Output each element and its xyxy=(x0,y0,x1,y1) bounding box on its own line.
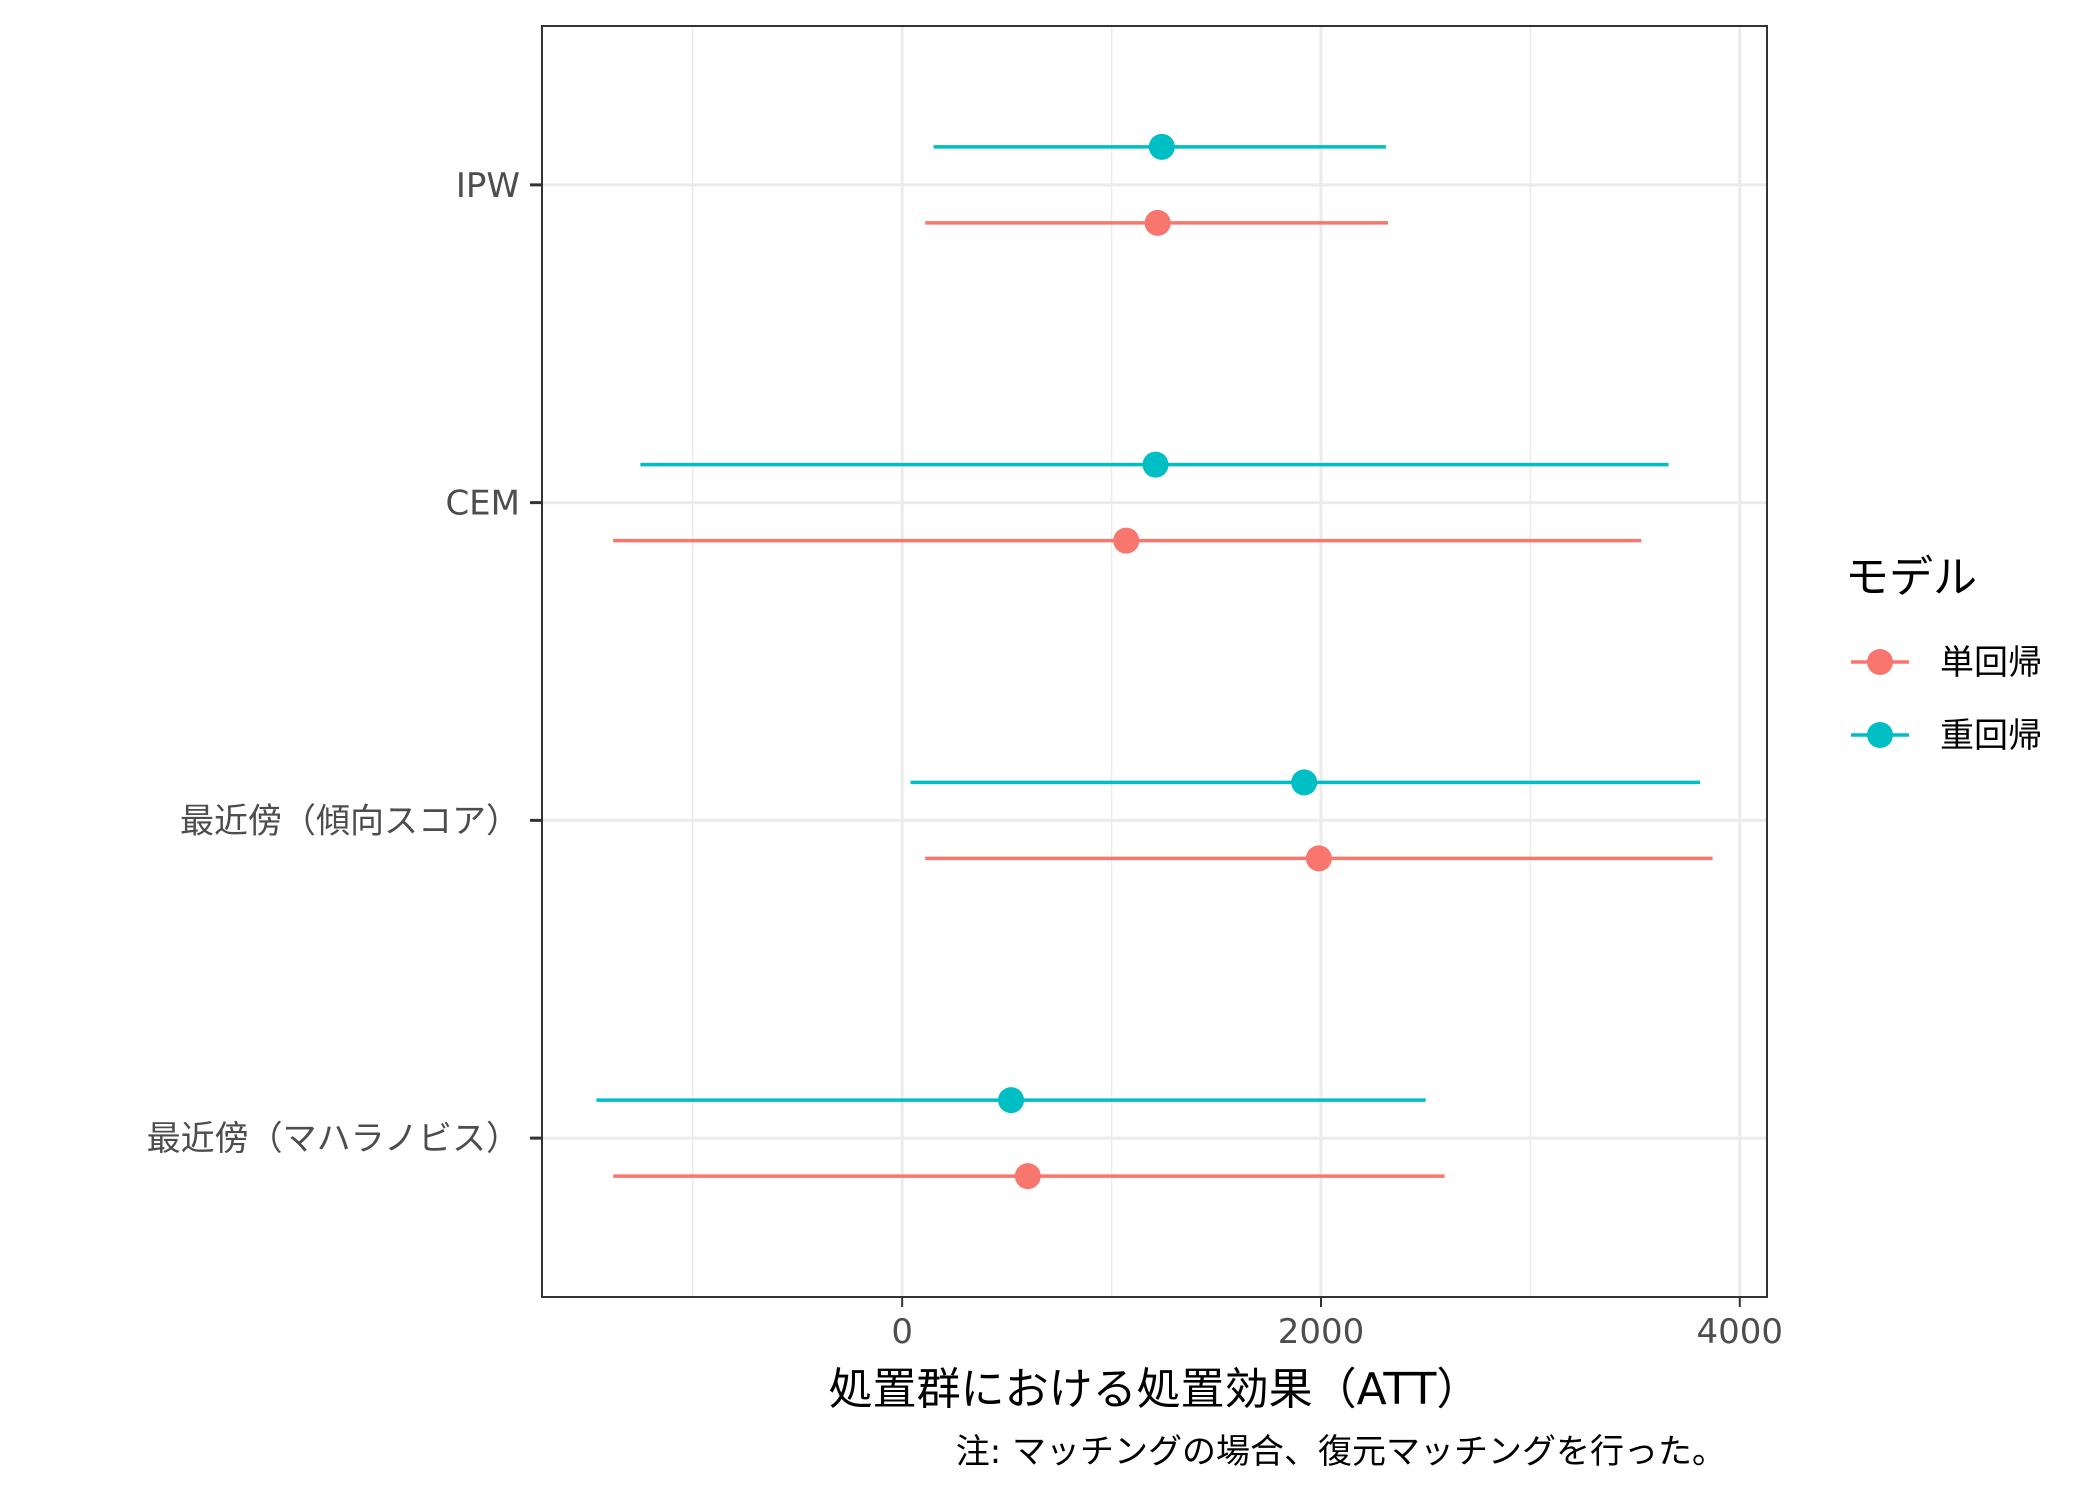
estimate-point xyxy=(1144,209,1171,236)
legend-label: 単回帰 xyxy=(1940,643,2042,683)
y-tick-label: 最近傍（傾向スコア） xyxy=(180,801,520,841)
y-tick-label: IPW xyxy=(456,166,520,206)
estimate-point xyxy=(1305,845,1332,872)
chart-caption: 注: マッチングの場合、復元マッチングを行った。 xyxy=(956,1432,1726,1472)
estimate-point xyxy=(1291,769,1318,796)
y-tick-label: 最近傍（マハラノビス） xyxy=(147,1119,520,1159)
plot-panel xyxy=(542,26,1767,1297)
legend-title: モデル xyxy=(1845,552,1977,603)
major-gridlines xyxy=(542,26,1767,1297)
estimate-point xyxy=(1148,133,1175,160)
estimate-point xyxy=(1113,527,1140,554)
legend-key-point xyxy=(1867,649,1893,675)
x-tick-label: 4000 xyxy=(1697,1312,1784,1352)
estimate-point xyxy=(1014,1163,1041,1190)
y-tick-label: CEM xyxy=(445,484,520,524)
x-tick-label: 0 xyxy=(891,1312,913,1352)
axes: 0 2000 4000 IPW CEM 最近傍（傾向スコア） 最近傍（マハラノビス） xyxy=(147,166,1783,1352)
legend-label: 重回帰 xyxy=(1940,716,2042,756)
estimate-point xyxy=(998,1087,1025,1114)
plot-panel-border xyxy=(541,25,1768,1298)
x-tick-label: 2000 xyxy=(1278,1312,1365,1352)
legend-key-point xyxy=(1867,722,1893,748)
x-axis-title: 処置群における処置効果（ATT） xyxy=(829,1364,1481,1415)
estimate-point xyxy=(1142,451,1169,478)
minor-gridlines xyxy=(692,26,1532,1297)
chart-marks xyxy=(596,133,1713,1190)
